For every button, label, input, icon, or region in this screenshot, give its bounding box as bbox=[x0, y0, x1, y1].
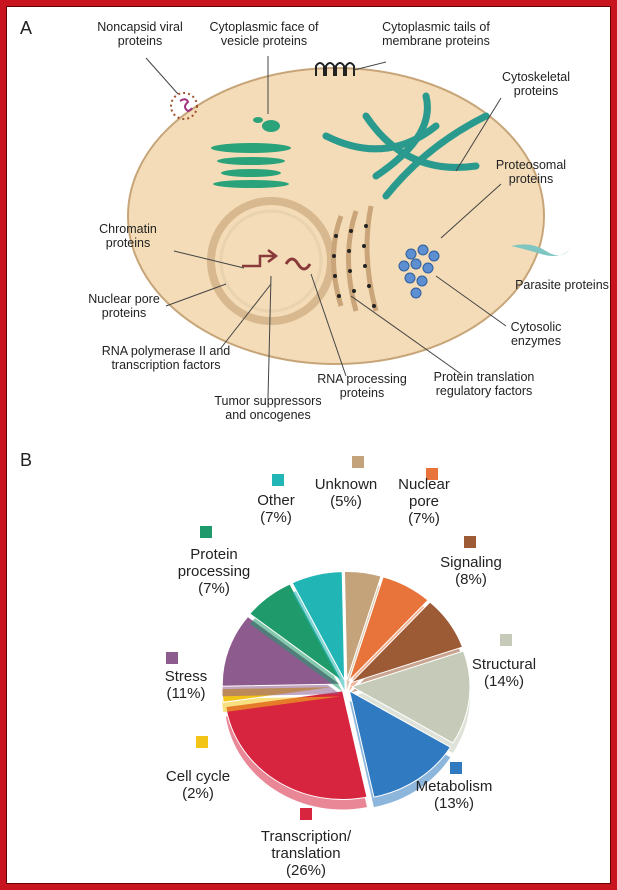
enzymes bbox=[398, 244, 440, 299]
legend-key bbox=[352, 456, 364, 468]
legend-key bbox=[196, 736, 208, 748]
diagram-label: Protein translation regulatory factors bbox=[433, 370, 535, 398]
diagram-label: Cytoplasmic tails of membrane proteins bbox=[382, 20, 490, 48]
legend-key bbox=[500, 634, 512, 646]
pie-label: Other bbox=[257, 492, 295, 509]
diagram-label: Tumor suppressors and oncogenes bbox=[214, 394, 322, 422]
pie-label: Unknown bbox=[314, 476, 378, 493]
legend-key bbox=[272, 474, 284, 486]
pie-value-label: (11%) bbox=[166, 685, 206, 702]
pie-value-label: (14%) bbox=[483, 673, 524, 690]
diagram-label: Cytosolic enzymes bbox=[510, 320, 562, 348]
pie-value-label: (13%) bbox=[433, 795, 474, 812]
rna bbox=[284, 257, 312, 271]
cell-diagram bbox=[127, 56, 571, 399]
virus bbox=[170, 92, 198, 120]
diagram-label: RNA polymerase II and transcription fact… bbox=[101, 344, 231, 372]
pie-label: Metabolism bbox=[415, 778, 493, 795]
pie-label: Nuclear pore bbox=[398, 476, 450, 510]
pie-value-label: (8%) bbox=[455, 571, 487, 588]
membrane-protein bbox=[315, 62, 355, 76]
pie-slice bbox=[249, 583, 343, 682]
diagram-label: Cytoplasmic face of vesicle proteins bbox=[209, 20, 319, 48]
pie-label: Stress bbox=[164, 668, 208, 685]
drawing bbox=[127, 56, 571, 820]
pie-value-label: (2%) bbox=[182, 785, 214, 802]
nucleus-inner bbox=[219, 209, 323, 313]
nucleus bbox=[207, 197, 335, 325]
pie-label: Protein processing bbox=[177, 546, 251, 580]
diagram-label: RNA processing proteins bbox=[317, 372, 407, 400]
panel-label: B bbox=[20, 450, 33, 470]
golgi bbox=[211, 117, 291, 188]
pie-value-label: (7%) bbox=[408, 510, 440, 527]
legend-key bbox=[166, 652, 178, 664]
legend-keys bbox=[166, 456, 512, 820]
ribosomes bbox=[332, 224, 376, 308]
legend-key bbox=[200, 526, 212, 538]
pie-label: Cell cycle bbox=[165, 768, 231, 785]
diagram-label: Noncapsid viral proteins bbox=[97, 20, 183, 48]
pie-slice bbox=[291, 571, 346, 681]
pie-depth bbox=[222, 696, 341, 713]
pie-slice bbox=[343, 571, 382, 681]
pie-value-label: (5%) bbox=[330, 493, 362, 510]
pie-slice bbox=[225, 690, 368, 800]
pie-label: Transcription/ translation bbox=[260, 828, 352, 862]
parasite bbox=[511, 244, 571, 256]
gene-arrow bbox=[242, 249, 279, 268]
legend-key bbox=[450, 762, 462, 774]
pie bbox=[221, 571, 471, 810]
pie-slice bbox=[348, 576, 429, 682]
pie-slice bbox=[350, 650, 471, 744]
diagram-label: Proteosomal proteins bbox=[495, 158, 567, 186]
leaders bbox=[145, 56, 507, 399]
panel-label: A bbox=[20, 18, 33, 38]
pie-label: Structural bbox=[471, 656, 537, 673]
diagram-label: Cytoskeletal proteins bbox=[501, 70, 571, 98]
diagram-label: Parasite proteins bbox=[515, 278, 609, 292]
legend-key bbox=[464, 536, 476, 548]
pie-slice bbox=[348, 689, 452, 798]
legend-key bbox=[426, 468, 438, 480]
cytoskeleton bbox=[322, 92, 490, 200]
diagram-label: Chromatin proteins bbox=[99, 222, 157, 250]
cell bbox=[127, 67, 545, 365]
pie-value-label: (26%) bbox=[285, 862, 326, 879]
virus-genome bbox=[179, 98, 193, 113]
pie-slice bbox=[350, 601, 464, 684]
pie-slice bbox=[221, 615, 342, 687]
pie-value-label: (7%) bbox=[260, 509, 292, 526]
legend-key bbox=[300, 808, 312, 820]
diagram-label: Nuclear pore proteins bbox=[88, 292, 160, 320]
pie-value-label: (7%) bbox=[198, 580, 230, 597]
pie-label: Signaling bbox=[440, 554, 502, 571]
